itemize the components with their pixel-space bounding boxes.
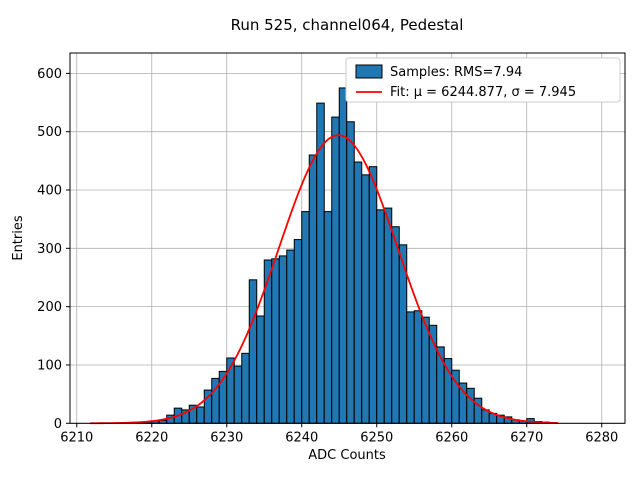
x-tick-label: 6270 [510, 430, 543, 445]
histogram-bar [248, 279, 258, 424]
histogram-bar [353, 161, 363, 424]
legend-samples-swatch [355, 64, 383, 79]
x-tick-label: 6230 [210, 430, 243, 445]
histogram-bar [413, 310, 423, 424]
histogram-bar [383, 207, 393, 424]
axis-ticks [66, 72, 603, 428]
histogram-bar [443, 358, 453, 424]
histogram-bar [278, 255, 288, 424]
x-tick-label: 6280 [585, 430, 618, 445]
plot-frame [69, 52, 626, 424]
y-tick-label: 400 [37, 184, 62, 199]
histogram-bar [391, 226, 400, 424]
x-tick-labels: 6210 6220 6230 6240 6250 6260 6270 6280 [60, 430, 618, 445]
x-tick-label: 6250 [360, 430, 393, 445]
legend-box [345, 57, 621, 103]
chart-title: Run 525, channel064, Pedestal [231, 16, 464, 34]
histogram-bar [308, 154, 318, 424]
histogram-bar [466, 387, 475, 424]
y-tick-label: 200 [37, 300, 62, 315]
y-axis-label: Entries [11, 215, 26, 261]
histogram-bar [368, 166, 378, 424]
legend-samples-label: Samples: RMS=7.94 [390, 65, 522, 80]
histogram-bar [256, 315, 265, 424]
y-tick-label: 100 [37, 358, 62, 373]
histogram-bar [376, 209, 385, 424]
y-tick-labels: 0 100 200 300 400 500 600 [37, 67, 62, 432]
x-tick-label: 6240 [285, 430, 318, 445]
histogram-bar [323, 211, 333, 424]
y-tick-label: 300 [37, 242, 62, 257]
histogram-bar [286, 249, 295, 424]
histogram-bar [346, 121, 355, 424]
histogram-bar [361, 174, 370, 424]
histogram-bar [271, 258, 280, 424]
gaussian-fit-curve [90, 134, 559, 425]
histogram-bar [421, 316, 430, 424]
y-tick-label: 0 [54, 417, 62, 432]
x-axis-label: ADC Counts [308, 448, 386, 463]
histogram-bars [136, 87, 550, 424]
histogram-bar [241, 352, 250, 424]
x-tick-label: 6220 [135, 430, 168, 445]
x-tick-label: 6260 [435, 430, 468, 445]
legend-fit-label: Fit: μ = 6244.877, σ = 7.945 [390, 85, 576, 100]
y-tick-label: 600 [37, 67, 62, 82]
histogram-bar [406, 311, 415, 424]
histogram-bar [293, 239, 303, 424]
histogram-bar [301, 211, 310, 424]
x-tick-label: 6210 [60, 430, 93, 445]
histogram-bar [233, 365, 243, 424]
histogram-bar [196, 406, 205, 424]
histogram-bar [331, 116, 340, 424]
legend: Samples: RMS=7.94 Fit: μ = 6244.877, σ =… [345, 57, 621, 103]
y-tick-label: 500 [37, 125, 62, 140]
